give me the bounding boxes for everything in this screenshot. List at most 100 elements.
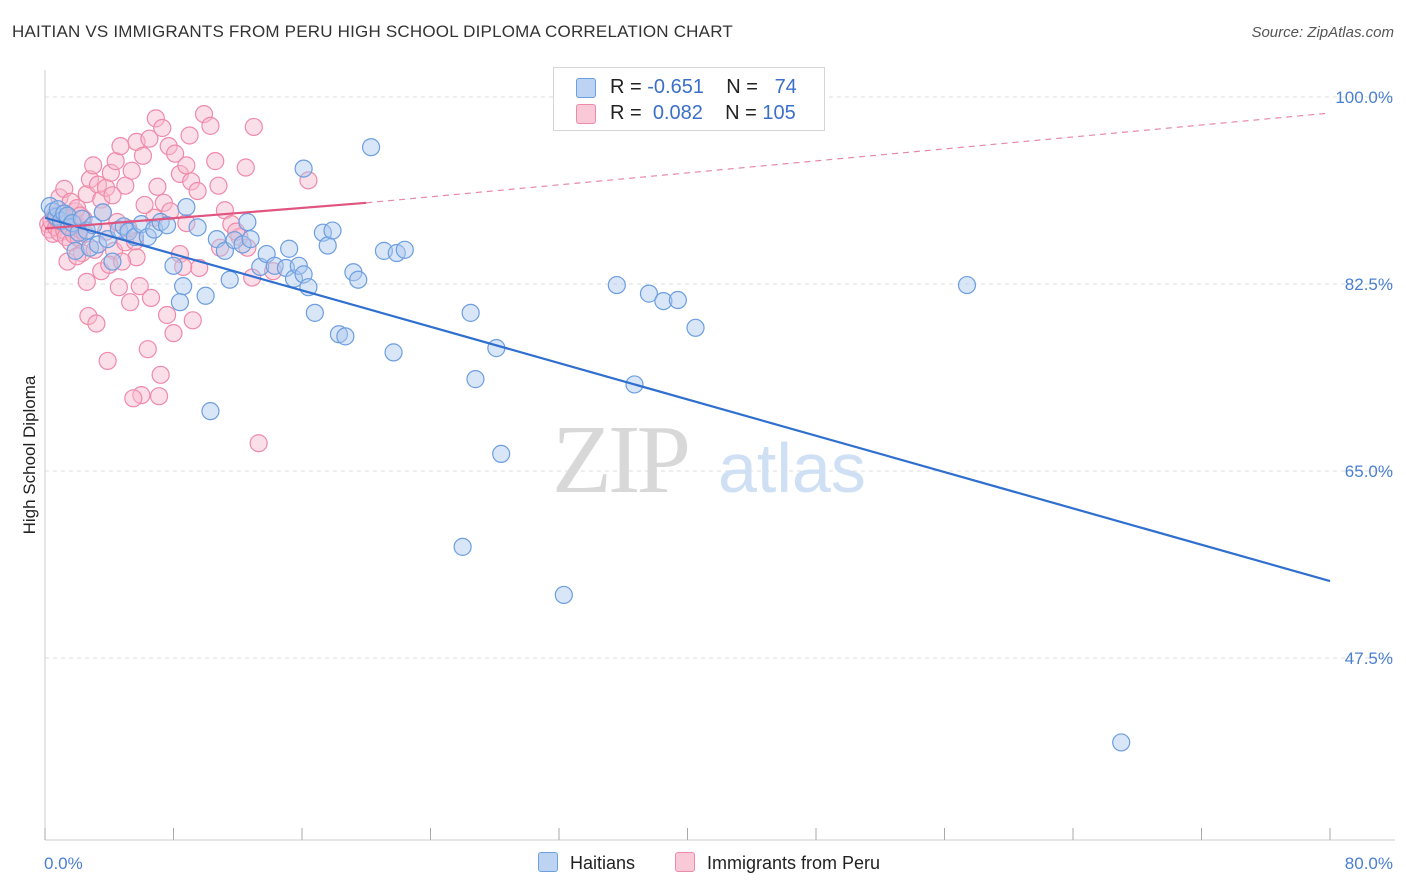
haitians-point bbox=[349, 270, 368, 289]
haitians-point bbox=[294, 159, 313, 178]
peru-point bbox=[180, 126, 199, 145]
bottom-legend-haitians[interactable]: Haitians bbox=[538, 852, 635, 874]
peru-point bbox=[177, 156, 196, 175]
peru-point bbox=[177, 213, 196, 233]
haitians-point bbox=[384, 343, 403, 362]
peru-point bbox=[101, 163, 120, 182]
haitians-point bbox=[607, 275, 626, 295]
watermark-atlas: atlas bbox=[718, 429, 866, 507]
y-axis-label: High School Diploma bbox=[20, 375, 39, 534]
peru-point bbox=[135, 195, 154, 215]
peru-point bbox=[103, 186, 122, 205]
haitians-point bbox=[103, 252, 122, 271]
legend-r-label: R = bbox=[610, 102, 642, 124]
peru-point bbox=[138, 340, 157, 359]
peru-point bbox=[159, 137, 178, 156]
peru-point bbox=[124, 389, 143, 408]
bottom-legend-swatch-peru bbox=[675, 852, 695, 872]
trend-line-peru-dashed bbox=[366, 112, 1331, 204]
peru-point bbox=[146, 109, 165, 128]
haitians-point bbox=[93, 203, 112, 222]
haitians-point bbox=[639, 284, 659, 303]
y-tick-label: 47.5% bbox=[1345, 649, 1393, 668]
legend-text-peru: R = 0.082 N = 105 bbox=[610, 102, 796, 125]
grid-lines bbox=[45, 96, 1395, 659]
haitians-point bbox=[170, 293, 190, 312]
haitians-point bbox=[305, 303, 324, 322]
bottom-legend-swatch-haitians bbox=[538, 852, 558, 872]
peru-point bbox=[249, 434, 268, 453]
haitians-point bbox=[289, 256, 308, 275]
legend-text-haitians: R = -0.651 N = 74 bbox=[610, 76, 797, 99]
peru-point bbox=[122, 161, 141, 180]
haitians-point bbox=[177, 197, 196, 217]
series-peru-points bbox=[39, 104, 318, 453]
haitians-point bbox=[164, 256, 183, 275]
peru-point bbox=[112, 252, 132, 271]
haitians-point bbox=[88, 235, 108, 254]
peru-point bbox=[183, 311, 202, 330]
series-haitians-points bbox=[40, 138, 1131, 752]
haitians-point bbox=[265, 256, 284, 275]
peru-point bbox=[166, 144, 185, 163]
peru-point bbox=[98, 351, 117, 371]
x-tick-label-max: 80.0% bbox=[1345, 854, 1393, 873]
peru-point bbox=[116, 176, 135, 195]
x-tick-labels: 0.0% 80.0% bbox=[44, 854, 1393, 873]
peru-point bbox=[206, 152, 225, 171]
haitians-point bbox=[188, 218, 207, 237]
haitians-point bbox=[668, 290, 687, 310]
haitians-point bbox=[196, 286, 215, 305]
peru-point bbox=[209, 176, 228, 195]
trend-lines bbox=[44, 112, 1331, 583]
peru-point bbox=[188, 181, 207, 201]
peru-point bbox=[109, 278, 128, 297]
haitians-point bbox=[957, 275, 977, 295]
peru-point bbox=[87, 314, 106, 333]
bottom-legend-peru[interactable]: Immigrants from Peru bbox=[675, 852, 880, 874]
peru-point bbox=[148, 177, 167, 196]
peru-point bbox=[190, 258, 209, 278]
y-tick-label: 100.0% bbox=[1335, 88, 1393, 107]
y-tick-label: 82.5% bbox=[1345, 275, 1393, 294]
trend-line-haitians bbox=[44, 216, 1331, 583]
haitians-point bbox=[461, 303, 480, 322]
peru-point bbox=[194, 104, 214, 124]
haitians-point bbox=[1112, 733, 1131, 752]
legend-n-value: 74 bbox=[774, 76, 797, 98]
y-tick-labels: 100.0% 82.5% 65.0% 47.5% bbox=[1335, 88, 1393, 668]
haitians-point bbox=[453, 537, 472, 556]
peru-point bbox=[141, 288, 161, 307]
watermark-zip: ZIP bbox=[552, 406, 687, 514]
haitians-point bbox=[66, 241, 85, 260]
peru-point bbox=[149, 387, 169, 406]
trend-line-peru-solid bbox=[44, 201, 367, 230]
peru-point bbox=[111, 137, 130, 156]
peru-point bbox=[133, 146, 153, 165]
bottom-legend-label-peru: Immigrants from Peru bbox=[707, 853, 881, 873]
haitians-point bbox=[201, 402, 220, 421]
watermark: ZIP atlas bbox=[552, 406, 866, 514]
legend-n-label: N = bbox=[725, 102, 757, 124]
legend-r-label: R = bbox=[610, 76, 642, 98]
legend-r-value: -0.651 bbox=[647, 76, 704, 98]
haitians-point bbox=[654, 291, 673, 311]
haitians-point bbox=[323, 221, 342, 240]
haitians-point bbox=[395, 240, 414, 259]
x-tick-label-min: 0.0% bbox=[44, 854, 83, 873]
haitians-point bbox=[554, 585, 573, 605]
haitians-point bbox=[336, 327, 355, 346]
haitians-point bbox=[157, 216, 177, 235]
legend-r-value: 0.082 bbox=[652, 102, 703, 124]
peru-point bbox=[299, 171, 318, 190]
peru-point bbox=[84, 156, 103, 175]
haitians-point bbox=[361, 138, 381, 157]
haitians-point bbox=[492, 444, 511, 464]
peru-point bbox=[140, 129, 159, 148]
legend-n-value: 105 bbox=[762, 102, 796, 124]
correlation-legend: R = -0.651 N = 74 R = 0.082 N = 105 bbox=[553, 67, 825, 131]
haitians-point bbox=[174, 277, 193, 296]
peru-point bbox=[244, 117, 263, 137]
peru-point bbox=[174, 257, 193, 277]
